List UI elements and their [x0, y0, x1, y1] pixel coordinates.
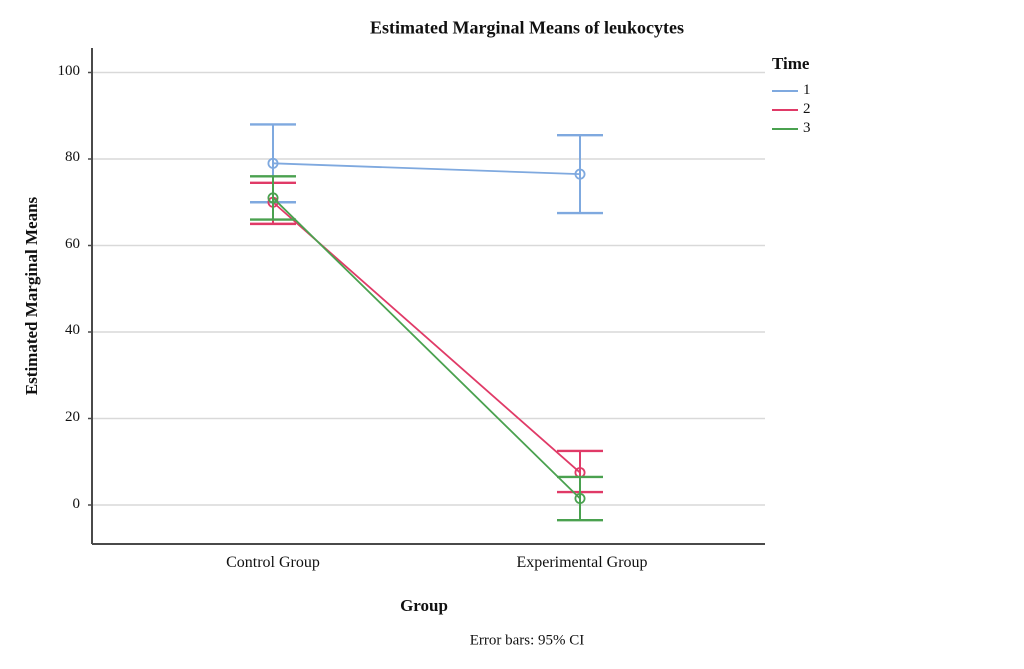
- x-category-label-experimental: Experimental Group: [516, 554, 648, 571]
- data-point-marker: [267, 192, 279, 204]
- chart-title: Estimated Marginal Means of leukocytes: [370, 17, 684, 38]
- legend-item-time-2: 2: [772, 100, 811, 119]
- legend-item-time-1: 1: [772, 81, 811, 100]
- y-tick-label: 100: [57, 63, 81, 79]
- series-time-2: [250, 181, 603, 494]
- series-line: [272, 162, 581, 176]
- legend-line-swatch-red: [772, 108, 798, 111]
- series-line: [272, 197, 581, 500]
- y-tick-label: 20: [65, 409, 80, 425]
- legend-title: Time: [772, 54, 810, 73]
- y-tick-label: 0: [72, 496, 81, 512]
- data-point-marker: [267, 157, 279, 169]
- series-time-1: [250, 123, 603, 215]
- y-axis-title: Estimated Marginal Means: [22, 196, 41, 396]
- y-tick-label: 60: [65, 236, 80, 252]
- legend-line-swatch-green: [772, 127, 798, 130]
- legend-item-time-3: 3: [772, 119, 811, 138]
- legend-item-label: 1: [803, 82, 811, 98]
- data-point-marker: [574, 493, 586, 505]
- data-point-marker: [574, 168, 586, 180]
- y-tick-label: 80: [65, 149, 80, 165]
- error-bar-footnote: Error bars: 95% CI: [469, 632, 585, 649]
- legend: Time 1 2 3: [772, 54, 811, 138]
- x-axis-title: Group: [400, 596, 448, 615]
- series-time-3: [250, 175, 603, 522]
- legend-item-label: 3: [803, 120, 811, 136]
- legend-line-swatch-blue: [772, 89, 798, 92]
- y-tick-label: 40: [65, 322, 80, 338]
- x-category-label-control: Control Group: [226, 554, 320, 571]
- legend-item-label: 2: [803, 101, 811, 117]
